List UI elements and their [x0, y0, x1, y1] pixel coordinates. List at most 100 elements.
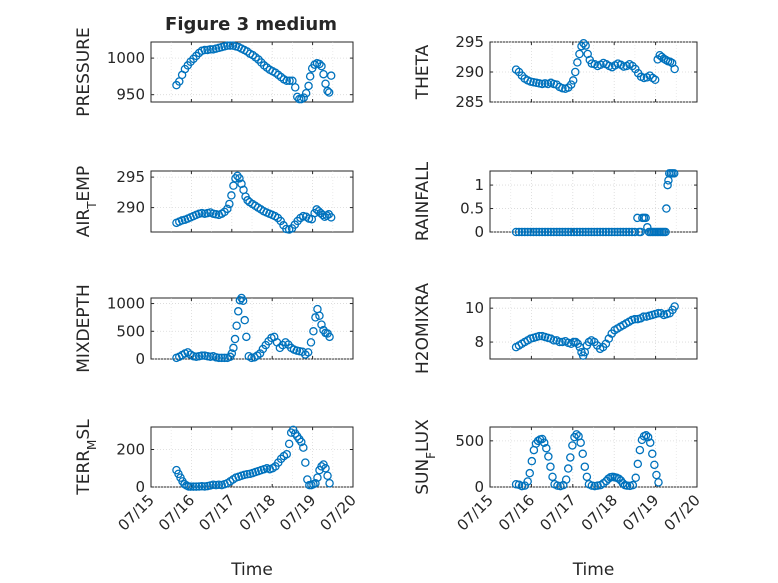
y-axis-label: H2OMIXRA	[413, 283, 433, 374]
data-point	[301, 88, 311, 98]
data-point	[569, 227, 579, 237]
data-point	[628, 480, 638, 490]
data-point	[318, 210, 327, 220]
data-point	[546, 227, 556, 237]
y-tick-label: 0	[135, 478, 145, 496]
data-point	[235, 295, 245, 305]
data-point	[645, 438, 655, 447]
y-axis-label: AIRTEMP	[74, 166, 99, 237]
data-point	[532, 227, 541, 237]
y-tick-label: 950	[116, 86, 145, 104]
data-point	[581, 41, 590, 50]
y-tick-label: 290	[455, 63, 484, 81]
data-point	[631, 473, 640, 483]
data-point	[580, 462, 590, 471]
y-tick-label: 500	[116, 322, 145, 340]
data-point	[621, 227, 631, 237]
data-point	[242, 332, 251, 342]
x-tick-label: 07/16	[495, 491, 538, 534]
data-point	[227, 349, 237, 358]
data-point	[546, 462, 555, 471]
data-point	[523, 227, 532, 237]
data-point	[631, 64, 640, 74]
data-point	[566, 453, 575, 462]
data-point	[548, 472, 557, 482]
data-point	[652, 470, 661, 480]
data-point	[587, 481, 597, 490]
y-tick-label: 285	[455, 93, 484, 111]
data-point	[622, 481, 632, 490]
data-point	[598, 227, 608, 237]
figure-title: Figure 3 medium	[165, 14, 337, 35]
data-point	[276, 216, 285, 226]
x-tick-label: 07/19	[276, 491, 319, 534]
data-point	[311, 478, 320, 488]
data-point	[255, 349, 265, 358]
data-point	[540, 227, 550, 237]
panel-mixdepth: 0 500 1000 MIXDEPTH	[74, 284, 354, 373]
data-point	[641, 431, 651, 440]
x-tick-label: 07/20	[661, 491, 704, 534]
panel-rainfall: 0 0.5 1 RAINFALL	[413, 161, 698, 241]
data-point	[234, 307, 243, 316]
data-point	[189, 482, 198, 491]
data-point	[197, 481, 207, 491]
data-point	[326, 213, 336, 222]
data-point	[306, 338, 316, 347]
data-point	[233, 171, 242, 181]
data-point	[592, 227, 602, 237]
data-point	[535, 227, 544, 237]
data-point	[231, 174, 240, 183]
data-point	[517, 481, 527, 491]
data-point	[282, 449, 291, 459]
data-point	[230, 334, 240, 344]
data-point	[543, 227, 553, 237]
data-point	[517, 227, 527, 237]
data-point	[630, 314, 640, 324]
data-point	[211, 480, 221, 490]
x-tick-label: 07/15	[454, 491, 497, 534]
y-axis-label: MIXDEPTH	[74, 284, 94, 373]
data-point	[200, 45, 209, 55]
data-point	[563, 227, 573, 237]
data-point	[636, 227, 645, 237]
data-point	[663, 180, 672, 190]
data-point	[635, 445, 645, 455]
data-point	[309, 327, 318, 336]
data-point	[595, 227, 605, 237]
data-point	[584, 227, 593, 237]
data-point	[326, 71, 336, 80]
data-point	[582, 472, 592, 482]
panel-h2omixra: 8 10 H2OMIXRA	[413, 283, 698, 374]
y-tick-label: 295	[116, 168, 145, 186]
data-point	[186, 482, 195, 491]
data-point	[630, 227, 640, 237]
data-point	[590, 481, 599, 491]
data-point	[610, 227, 619, 237]
data-point	[568, 441, 577, 450]
data-point	[511, 227, 521, 237]
data-point	[285, 76, 294, 86]
panel-terr_msl: 0 200 TERRMSL 07/1507/1607/1707/1807/1907/2…	[74, 419, 360, 580]
data-point	[561, 475, 571, 484]
data-point	[227, 191, 236, 200]
y-tick-label: 0	[474, 223, 484, 241]
x-tick-label: 07/17	[536, 491, 579, 534]
data-point	[301, 458, 310, 467]
y-tick-label: 10	[465, 299, 484, 317]
data-point	[240, 315, 249, 325]
data-point	[323, 471, 332, 480]
data-point	[555, 337, 564, 347]
data-point	[571, 67, 580, 77]
data-point	[325, 478, 334, 488]
data-point	[523, 477, 532, 486]
data-point	[618, 479, 628, 488]
data-point	[670, 302, 679, 311]
y-tick-label: 1000	[107, 295, 145, 313]
x-tick-label: 07/17	[195, 491, 238, 534]
data-point	[563, 464, 573, 473]
data-point	[191, 482, 201, 491]
data-point	[535, 331, 544, 341]
data-point	[566, 227, 576, 237]
